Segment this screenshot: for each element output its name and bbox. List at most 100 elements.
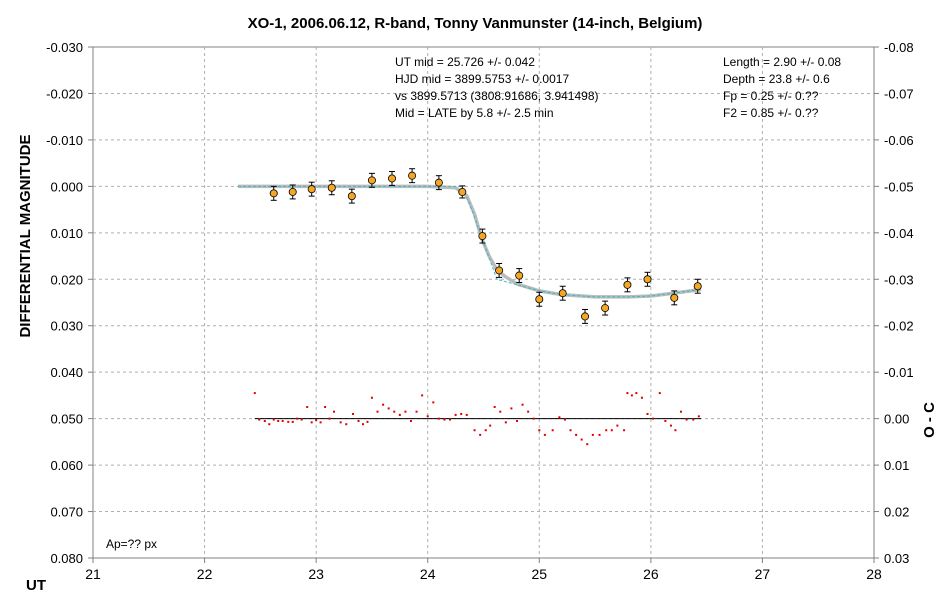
x-tick-label: 28	[866, 566, 882, 582]
y-left-tick-label: -0.010	[46, 133, 83, 148]
y-axis-left-ticks: -0.030 -0.020 -0.010 0.000 0.010 0.020 0.030 0.…	[46, 40, 93, 566]
residual-point	[376, 410, 379, 413]
data-point	[535, 295, 544, 304]
residual-point	[306, 406, 309, 409]
y-left-tick-label: 0.040	[50, 365, 83, 380]
residual-point	[669, 424, 672, 427]
data-point	[307, 185, 316, 194]
stats-right-block: Length = 2.90 +/- 0.08 Depth = 23.8 +/- 0…	[723, 55, 841, 120]
y-right-tick-label: 0.03	[884, 551, 909, 566]
residual-point	[623, 429, 626, 432]
y-right-tick-label: -0.08	[884, 40, 914, 55]
y-right-tick-label: -0.04	[884, 226, 914, 241]
residual-point	[332, 410, 335, 413]
residual-point	[521, 403, 524, 406]
residual-point	[409, 419, 412, 422]
y-left-tick-label: 0.020	[50, 272, 83, 287]
residual-point	[605, 429, 608, 432]
residual-point	[532, 417, 535, 420]
y-left-tick-label: 0.030	[50, 319, 83, 334]
y-left-tick-label: 0.050	[50, 412, 83, 427]
residual-point	[339, 421, 342, 424]
data-point	[388, 174, 397, 183]
data-point	[581, 312, 590, 321]
residual-point	[610, 429, 613, 432]
stats-center-line: HJD mid = 3899.5753 +/- 0.0017	[395, 72, 569, 86]
residual-point	[652, 417, 655, 420]
y-right-tick-label: -0.06	[884, 133, 914, 148]
data-point	[367, 176, 376, 185]
data-point	[693, 282, 702, 291]
y-axis-right-ticks: -0.08 -0.07 -0.06 -0.05 -0.04 -0.03 -0.02 -0.01…	[874, 40, 914, 566]
data-point	[558, 289, 567, 298]
x-axis-ticks: 21 22 23 24 25 26 27 28	[85, 558, 882, 582]
model-curve-line	[238, 185, 702, 298]
data-point	[347, 192, 356, 201]
y-left-tick-label: 0.000	[50, 179, 83, 194]
residual-point	[319, 421, 322, 424]
x-tick-label: 24	[420, 566, 436, 582]
residual-point	[664, 419, 667, 422]
residual-point	[484, 429, 487, 432]
plot-area	[92, 46, 875, 559]
stats-center-line: UT mid = 25.726 +/- 0.042	[395, 55, 535, 69]
x-tick-label: 22	[197, 566, 213, 582]
residual-point	[345, 423, 348, 426]
data-point	[269, 189, 278, 198]
residual-point	[479, 433, 482, 436]
residual-point	[674, 429, 677, 432]
residual-point	[387, 407, 390, 410]
residual-point	[697, 415, 700, 418]
residual-point	[432, 401, 435, 404]
x-tick-label: 23	[308, 566, 324, 582]
residual-point	[465, 413, 468, 416]
residual-point	[258, 418, 261, 421]
stats-center-line: vs 3899.5713 (3808.91686, 3.941498)	[395, 89, 599, 103]
residual-point	[473, 429, 476, 432]
y-right-tick-label: 0.01	[884, 458, 909, 473]
residual-point	[635, 392, 638, 395]
x-tick-label: 25	[531, 566, 547, 582]
residual-point	[586, 443, 589, 446]
data-point	[288, 187, 297, 196]
aperture-note: Ap=?? px	[106, 537, 157, 551]
residuals-series	[253, 392, 702, 446]
residual-point	[272, 418, 275, 421]
y-right-tick-label: -0.02	[884, 319, 914, 334]
stats-right-line: F2 = 0.85 +/- 0.??	[723, 106, 819, 120]
residual-point	[398, 413, 401, 416]
residual-point	[310, 421, 313, 424]
residual-point	[551, 429, 554, 432]
residual-point	[538, 429, 541, 432]
data-point	[408, 171, 417, 180]
residual-point	[630, 394, 633, 397]
residual-point	[454, 413, 457, 416]
residual-point	[598, 433, 601, 436]
y-right-tick-label: -0.05	[884, 179, 914, 194]
data-point	[601, 304, 610, 313]
residual-point	[563, 418, 566, 421]
stats-right-line: Depth = 23.8 +/- 0.6	[723, 72, 830, 86]
x-tick-label: 21	[85, 566, 101, 582]
x-axis-label: UT	[26, 577, 46, 594]
y-right-tick-label: -0.01	[884, 365, 914, 380]
data-point	[495, 266, 504, 275]
residual-point	[421, 394, 424, 397]
residual-point	[328, 417, 331, 420]
residual-point	[426, 415, 429, 418]
y-left-tick-label: -0.020	[46, 86, 83, 101]
data-point	[327, 183, 336, 192]
y-right-tick-label: -0.07	[884, 86, 914, 101]
data-point	[434, 178, 443, 187]
residual-point	[357, 419, 360, 422]
residual-point	[253, 392, 256, 395]
data-point	[670, 293, 679, 302]
residual-point	[499, 410, 502, 413]
residual-point	[351, 412, 354, 415]
stats-right-line: Fp = 0.25 +/- 0.??	[723, 89, 819, 103]
residual-point	[510, 407, 513, 410]
residual-point	[263, 419, 266, 422]
residual-point	[658, 392, 661, 395]
y-left-tick-label: -0.030	[46, 40, 83, 55]
y-right-tick-label: -0.03	[884, 272, 914, 287]
